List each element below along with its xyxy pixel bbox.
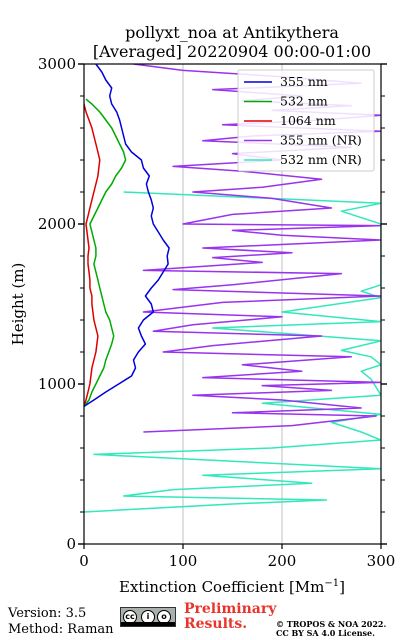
- preliminary-line2: Results.: [184, 616, 248, 632]
- x-tick-label: 0: [79, 552, 89, 570]
- x-tick-label: 300: [367, 552, 396, 570]
- legend-label: 355 nm (NR): [280, 133, 362, 148]
- series-line-532-nm-nr-: [84, 191, 381, 513]
- x-tick-label: 200: [268, 552, 297, 570]
- plot-frame: [83, 63, 382, 545]
- series-line-355-nm: [84, 64, 170, 408]
- y-axis-label: Height (m): [9, 263, 27, 346]
- y-tick-label: 0: [66, 535, 76, 553]
- preliminary-line1: Preliminary: [184, 601, 277, 617]
- x-axis-label-unit-exp: −1: [324, 578, 339, 589]
- series-line-532-nm: [84, 98, 127, 407]
- legend-label: 1064 nm: [280, 113, 336, 128]
- extinction-profile-chart: pollyxt_noa at Antikythera [Averaged] 20…: [9, 23, 396, 596]
- legend-label: 355 nm: [280, 74, 328, 89]
- legend-label: 532 nm: [280, 94, 328, 109]
- copyright-notice: © TROPOS & NOA 2022. CC BY SA 4.0 Licens…: [276, 620, 386, 638]
- y-tick-label: 2000: [38, 215, 76, 233]
- copyright-line2: CC BY SA 4.0 License.: [276, 628, 375, 638]
- copyright-line1: © TROPOS & NOA 2022.: [276, 619, 387, 629]
- series-line-1064-nm: [84, 103, 101, 407]
- chart-title-line2: [Averaged] 20220904 00:00-01:00: [93, 42, 371, 61]
- footer-info: Version: 3.5 Method: Raman: [8, 606, 114, 638]
- y-tick-label: 1000: [38, 375, 76, 393]
- legend-box: [237, 69, 375, 172]
- y-tick-label: 3000: [38, 55, 76, 73]
- method-text: Method: Raman: [8, 622, 114, 637]
- preliminary-notice: Preliminary Results.: [184, 602, 276, 632]
- x-tick-label: 100: [169, 552, 198, 570]
- version-text: Version: 3.5: [8, 606, 87, 621]
- chart-legend: 355 nm 532 nm 1064 nm 355 nm (NR) 532 nm (NR…: [237, 69, 375, 172]
- x-axis-label: Extinction Coefficient [Mm−1]: [119, 578, 345, 596]
- cc-license-badge: cc i o: [120, 607, 176, 627]
- legend-label: 532 nm (NR): [280, 152, 362, 167]
- chart-title-line1: pollyxt_noa at Antikythera: [125, 23, 339, 42]
